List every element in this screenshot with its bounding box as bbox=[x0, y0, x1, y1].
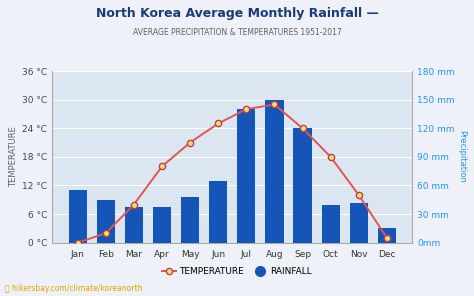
Bar bbox=[69, 190, 87, 243]
Y-axis label: TEMPERATURE: TEMPERATURE bbox=[9, 126, 18, 187]
Legend: TEMPERATURE, RAINFALL: TEMPERATURE, RAINFALL bbox=[158, 263, 316, 280]
Text: AVERAGE PRECIPITATION & TEMPERATURES 1951-2017: AVERAGE PRECIPITATION & TEMPERATURES 195… bbox=[133, 28, 341, 37]
Bar bbox=[237, 109, 255, 243]
Bar bbox=[125, 207, 143, 243]
Bar bbox=[97, 200, 115, 243]
Text: North Korea Average Monthly Rainfall —: North Korea Average Monthly Rainfall — bbox=[96, 7, 378, 20]
Bar bbox=[153, 207, 171, 243]
Y-axis label: Precipitation: Precipitation bbox=[457, 131, 466, 183]
Text: 📍 hikersbay.com/climate/koreanorth: 📍 hikersbay.com/climate/koreanorth bbox=[5, 284, 142, 293]
Bar bbox=[378, 229, 396, 243]
Bar bbox=[321, 205, 340, 243]
Bar bbox=[265, 100, 283, 243]
Bar bbox=[350, 203, 368, 243]
Bar bbox=[293, 128, 312, 243]
Bar bbox=[209, 181, 228, 243]
Bar bbox=[181, 197, 199, 243]
